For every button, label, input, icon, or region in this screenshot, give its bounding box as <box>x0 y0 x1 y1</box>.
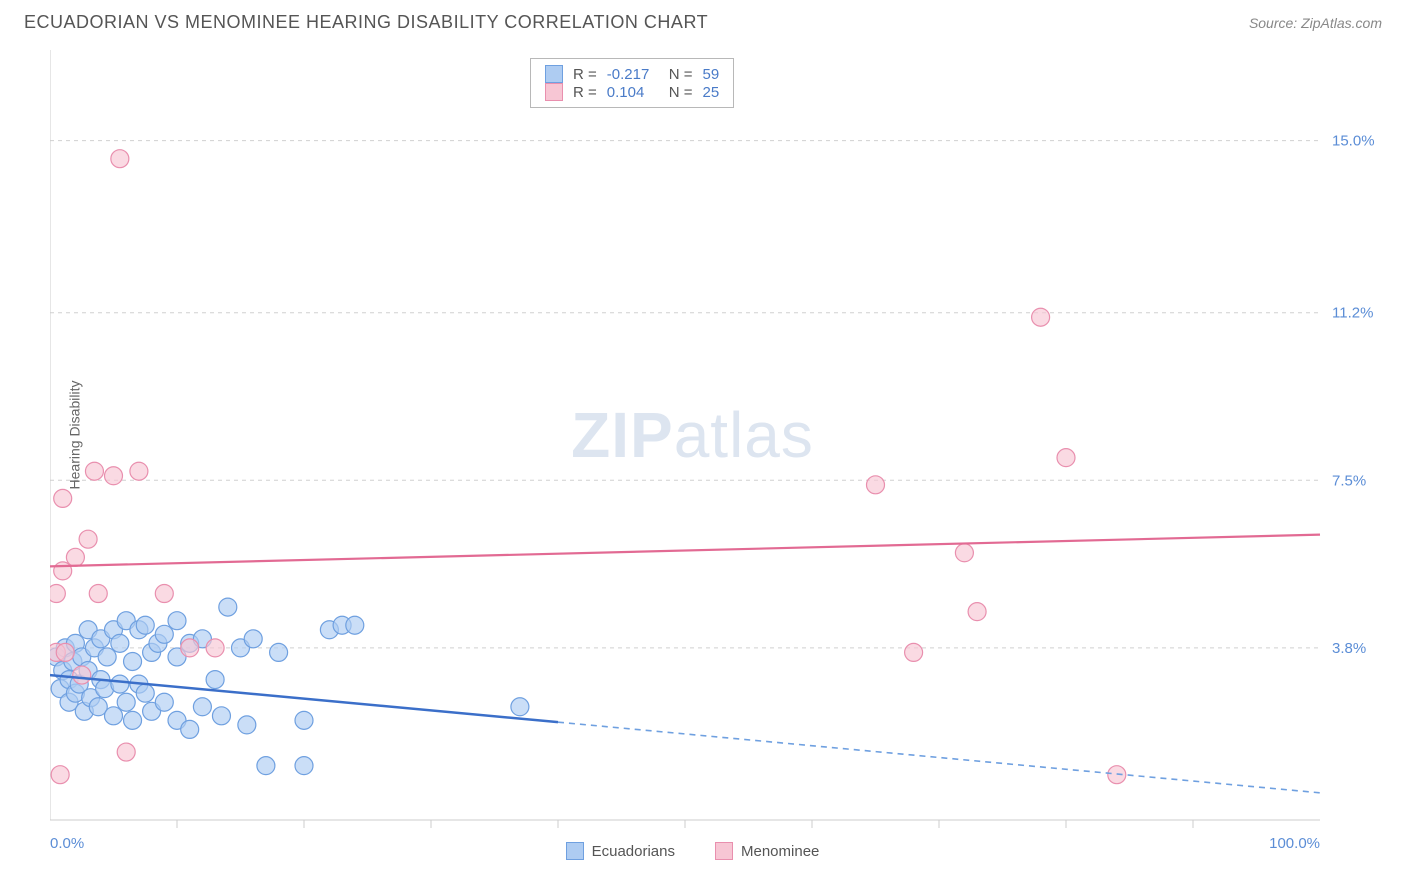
legend-n-label: N = <box>669 66 693 83</box>
legend-n-label: N = <box>669 84 693 101</box>
legend-r-label: R = <box>573 66 597 83</box>
legend-swatch <box>545 65 563 83</box>
legend-r-value: -0.217 <box>607 66 659 83</box>
scatter-plot: 3.8%7.5%11.2%15.0%0.0%100.0% <box>50 50 1390 870</box>
svg-text:3.8%: 3.8% <box>1332 640 1366 657</box>
source-prefix: Source: <box>1249 15 1301 31</box>
series-legend-label: Menominee <box>741 843 819 860</box>
chart-source: Source: ZipAtlas.com <box>1249 15 1382 31</box>
legend-r-value: 0.104 <box>607 84 659 101</box>
legend-swatch <box>545 83 563 101</box>
source-name: ZipAtlas.com <box>1301 15 1382 31</box>
legend-swatch <box>566 842 584 860</box>
legend-row: R = -0.217 N = 59 <box>545 65 719 83</box>
correlation-legend: R = -0.217 N = 59 R = 0.104 N = 25 <box>530 58 734 108</box>
svg-text:11.2%: 11.2% <box>1332 305 1373 322</box>
svg-text:7.5%: 7.5% <box>1332 472 1366 489</box>
legend-r-label: R = <box>573 84 597 101</box>
legend-n-value: 59 <box>703 66 720 83</box>
legend-row: R = 0.104 N = 25 <box>545 83 719 101</box>
chart-header: ECUADORIAN VS MENOMINEE HEARING DISABILI… <box>0 0 1406 41</box>
series-legend-label: Ecuadorians <box>592 843 675 860</box>
chart-area: Hearing Disability 3.8%7.5%11.2%15.0%0.0… <box>50 50 1335 820</box>
legend-n-value: 25 <box>703 84 720 101</box>
series-legend-item: Menominee <box>715 842 819 860</box>
y-axis-label: Hearing Disability <box>66 381 82 490</box>
series-legend-item: Ecuadorians <box>566 842 675 860</box>
series-legend: Ecuadorians Menominee <box>50 842 1335 860</box>
legend-swatch <box>715 842 733 860</box>
svg-text:15.0%: 15.0% <box>1332 133 1375 150</box>
chart-title: ECUADORIAN VS MENOMINEE HEARING DISABILI… <box>24 12 708 33</box>
